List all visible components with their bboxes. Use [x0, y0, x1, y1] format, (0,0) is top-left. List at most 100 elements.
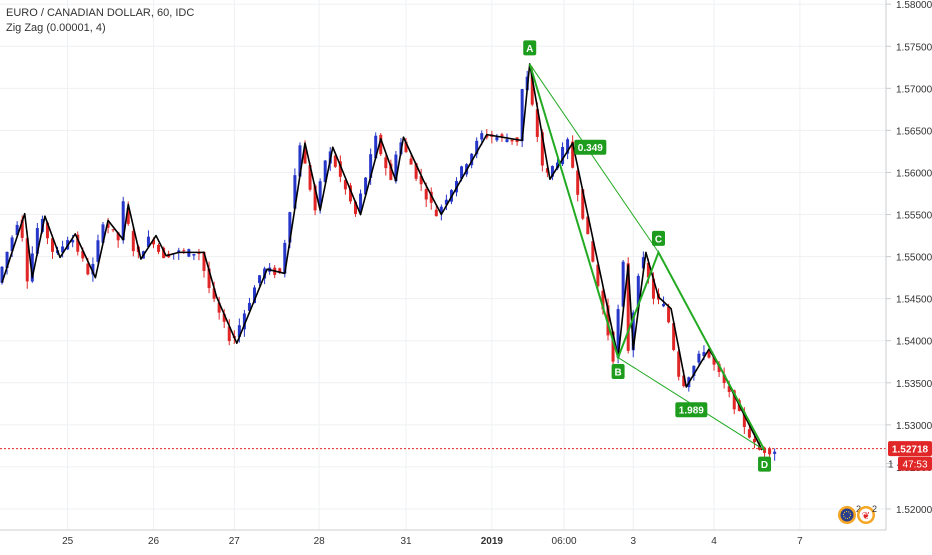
- candle-body: [601, 290, 605, 310]
- candle-body: [106, 223, 110, 228]
- candle-body: [237, 325, 241, 338]
- pattern-point-c-text: C: [655, 234, 662, 245]
- candle-body: [510, 139, 514, 142]
- candle-body: [414, 163, 418, 179]
- candle-body: [212, 288, 216, 299]
- candle-body: [717, 363, 721, 373]
- candle-body: [71, 240, 75, 243]
- symbol-title: EURO / CANADIAN DOLLAR, 60, IDC: [6, 7, 195, 19]
- x-tick-label: 28: [314, 536, 326, 547]
- candle-body: [550, 166, 554, 177]
- candle-body: [157, 245, 161, 252]
- candle-body: [626, 263, 630, 351]
- candle-body: [348, 185, 352, 202]
- candle-body: [5, 251, 9, 268]
- candle-body: [152, 239, 155, 245]
- candle-body: [162, 247, 166, 259]
- candle-body: [51, 238, 54, 252]
- pattern-ratio-label-text: 0.349: [578, 143, 603, 154]
- candle-body: [742, 412, 746, 427]
- candle-body: [389, 163, 393, 180]
- events-badge-eu[interactable]: 2: [838, 504, 861, 524]
- candle-body: [556, 162, 559, 169]
- event-badges[interactable]: 2 ❦ 2: [838, 504, 877, 524]
- last-price-label: 1.52718: [892, 445, 929, 456]
- candle-body: [616, 309, 620, 358]
- candle-body: [768, 448, 772, 455]
- candle-body: [773, 451, 777, 454]
- candle-body: [646, 262, 650, 278]
- pattern-point-b-box: [611, 364, 625, 380]
- pattern-point-b-text: B: [614, 368, 621, 379]
- candle-body: [611, 331, 615, 362]
- candle-body: [561, 147, 565, 165]
- x-tick-label: 3: [630, 536, 636, 547]
- candle-body: [409, 158, 413, 165]
- candle-body: [722, 374, 726, 384]
- candle-body: [283, 242, 287, 274]
- candle-body: [662, 303, 666, 307]
- candle-body: [258, 275, 262, 284]
- candle-body: [318, 181, 322, 207]
- y-tick-label: 1.53000: [896, 421, 932, 432]
- pattern-ratio-label-box: [574, 139, 607, 155]
- x-axis-labels: 25 26 27 28 31 2019 06:00 3 4 7: [62, 536, 803, 547]
- candle-body: [530, 73, 534, 105]
- candle-body: [116, 232, 120, 241]
- axes: [0, 0, 887, 531]
- y-tick-label: 1.53500: [896, 379, 932, 390]
- y-tick-label: 1.54000: [896, 337, 932, 348]
- candle-body: [192, 254, 196, 256]
- candle-body: [313, 185, 317, 211]
- indicator-title: Zig Zag (0.00001, 4): [6, 22, 106, 34]
- candle-body: [419, 176, 423, 185]
- candle-body: [91, 263, 95, 275]
- y-axis-labels: 1.58000 1.57500 1.57000 1.56500 1.56000 1.555…: [886, 0, 932, 516]
- candle-body: [298, 145, 302, 177]
- candle-body: [697, 353, 701, 363]
- candle-body: [61, 246, 65, 253]
- candle-body: [20, 219, 24, 238]
- y-tick-label: 1.57500: [896, 42, 932, 53]
- candle-body: [434, 209, 438, 217]
- candle-body: [343, 180, 347, 190]
- candle-body: [96, 240, 100, 262]
- candle-body: [712, 356, 716, 365]
- candles: [0, 66, 777, 461]
- candle-body: [0, 266, 4, 283]
- candle-body: [202, 252, 206, 271]
- candle-body: [540, 132, 544, 166]
- candle-body: [308, 165, 312, 190]
- candle-body: [30, 253, 34, 282]
- candle-body: [217, 302, 221, 313]
- candle-body: [101, 224, 105, 243]
- pattern-ratio-label: 0.349: [574, 139, 607, 155]
- candle-body: [278, 268, 282, 273]
- candle-body: [359, 193, 363, 212]
- x-tick-label: 2019: [481, 536, 504, 547]
- candle-body: [732, 390, 736, 410]
- candle-body: [338, 161, 342, 177]
- candle-body: [15, 224, 19, 236]
- pattern-point-c: C: [652, 230, 665, 246]
- candle-body: [495, 137, 499, 141]
- candle-body: [121, 201, 125, 241]
- x-tick-label: 27: [229, 536, 241, 547]
- y-tick-label: 1.55000: [896, 253, 932, 264]
- candle-body: [146, 236, 150, 247]
- candle-body: [763, 447, 767, 453]
- y-tick-label: 1.58000: [896, 0, 932, 11]
- candle-body: [758, 445, 761, 450]
- harmonic-pattern: A B C D 0.349 1.989: [523, 40, 772, 472]
- candle-body: [222, 313, 226, 322]
- candle-body: [424, 189, 428, 200]
- candle-body: [444, 199, 448, 205]
- candle-body: [247, 302, 251, 311]
- candle-body: [364, 177, 368, 195]
- candle-body: [242, 313, 246, 330]
- events-badge-ca[interactable]: ❦ 2: [857, 504, 877, 524]
- candle-body: [672, 323, 676, 350]
- y-tick-label: 1.56000: [896, 168, 932, 179]
